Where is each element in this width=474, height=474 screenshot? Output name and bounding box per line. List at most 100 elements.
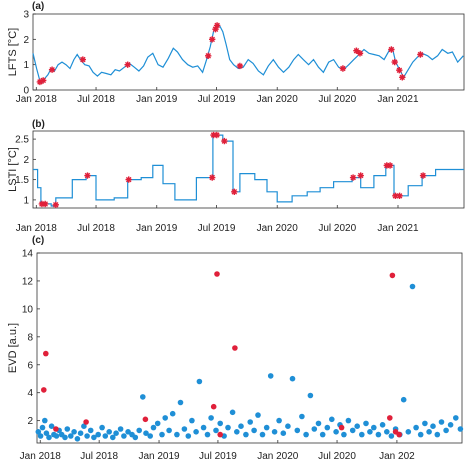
scatter-point	[142, 416, 149, 423]
scatter-point	[143, 430, 149, 437]
x-tick-label: Jan 2019	[136, 94, 178, 105]
scatter-point	[37, 433, 44, 439]
scatter-point	[247, 419, 253, 425]
scatter-point	[443, 427, 449, 434]
scatter-point	[110, 434, 116, 441]
x-tick-label: Jan 2020	[257, 94, 299, 105]
scatter-point	[136, 427, 142, 434]
x-tick-label: Jan 2019	[138, 451, 180, 462]
scatter-point	[338, 424, 345, 431]
y-axis-label: LFTS [°C]	[7, 28, 19, 76]
scatter-point	[185, 433, 192, 439]
scatter-point	[354, 423, 361, 430]
panel-a-label: (a)	[32, 1, 44, 12]
y-tick-label: 2.5	[15, 135, 29, 146]
event-marker	[399, 74, 406, 81]
event-marker	[213, 131, 220, 139]
scatter-point	[117, 426, 124, 432]
scatter-point	[121, 433, 127, 439]
event-marker	[205, 52, 212, 59]
event-marker	[36, 78, 44, 86]
scatter-point	[39, 424, 46, 431]
scatter-point	[210, 403, 217, 410]
event-marker	[42, 200, 49, 208]
scatter-point	[177, 399, 184, 406]
scatter-point	[213, 427, 219, 434]
x-tick-label: Jan 2020	[257, 451, 299, 462]
scatter-point	[162, 415, 168, 421]
series-line	[32, 23, 464, 84]
scatter-point	[43, 430, 50, 437]
scatter-point	[457, 426, 464, 432]
scatter-point	[77, 430, 84, 437]
event-marker	[209, 36, 216, 43]
event-marker	[357, 172, 364, 179]
event-marker	[212, 26, 219, 33]
scatter-point	[417, 431, 424, 438]
event-marker	[391, 58, 398, 66]
event-marker	[40, 77, 47, 84]
scatter-point	[95, 431, 101, 438]
scatter-point	[125, 429, 131, 435]
scatter-point	[259, 431, 266, 438]
scatter-point	[140, 394, 146, 400]
x-tick-label: Jan 2020	[257, 223, 299, 234]
event-marker	[353, 47, 360, 54]
scatter-point	[289, 375, 296, 382]
scatter-point	[251, 427, 257, 434]
scatter-point	[84, 433, 90, 439]
scatter-point	[430, 423, 436, 430]
scatter-point	[43, 350, 49, 357]
axes-frame	[36, 252, 463, 444]
scatter-point	[62, 434, 68, 441]
y-tick-label: 2	[23, 35, 29, 46]
y-tick-label: 12	[22, 276, 34, 287]
scatter-point	[232, 345, 238, 351]
scatter-point	[333, 429, 339, 435]
scatter-point	[68, 433, 74, 439]
event-marker	[213, 22, 221, 29]
scatter-point	[217, 420, 223, 427]
scatter-point	[174, 431, 180, 438]
x-tick-label: Jul 2020	[318, 451, 356, 462]
scatter-point	[294, 427, 301, 434]
scatter-point	[64, 426, 71, 432]
y-tick-label: 2	[27, 416, 33, 427]
y-tick-label: 0	[23, 86, 29, 97]
scatter-point	[267, 373, 274, 379]
scatter-point	[132, 434, 139, 441]
x-tick-label: Jul 2019	[198, 223, 236, 234]
scatter-point	[181, 426, 188, 432]
event-marker	[349, 174, 357, 181]
scatter-point	[238, 423, 244, 430]
scatter-point	[83, 419, 89, 425]
panel-c: (c) 2 4 6 8 10 12 14 Jan 2018 Jul 2018 Jan 2019 Ju…	[7, 235, 464, 462]
x-tick-label: Jul 2019	[199, 451, 237, 462]
y-tick-label: 1.5	[15, 175, 29, 186]
y-tick-label: 6	[27, 360, 33, 371]
event-marker	[48, 66, 56, 73]
scatter-point	[35, 429, 42, 435]
scatter-point	[299, 413, 305, 420]
event-marker	[52, 201, 59, 208]
event-marker	[419, 172, 427, 179]
scatter-point	[154, 420, 161, 427]
y-tick-label: 8	[27, 332, 33, 343]
scatter-point	[159, 431, 165, 438]
scatter-point	[405, 429, 412, 435]
event-marker	[236, 62, 244, 70]
y-axis-label: LSTI [°C]	[7, 147, 19, 192]
scatter-point	[453, 415, 459, 421]
event-marker	[209, 174, 216, 181]
scatter-point	[311, 426, 318, 432]
panel-b: (b) 1 1.5 2 2.5 Jan 2018 Jul 2018 Jan 2019 Jul …	[7, 119, 465, 234]
scatter-point	[46, 434, 52, 441]
event-marker	[124, 61, 131, 68]
scatter-point	[387, 415, 393, 421]
scatter-point	[341, 431, 347, 438]
scatter-point	[243, 431, 249, 438]
scatter-point	[375, 431, 382, 438]
scatter-point	[409, 283, 416, 290]
event-marker	[221, 137, 228, 145]
